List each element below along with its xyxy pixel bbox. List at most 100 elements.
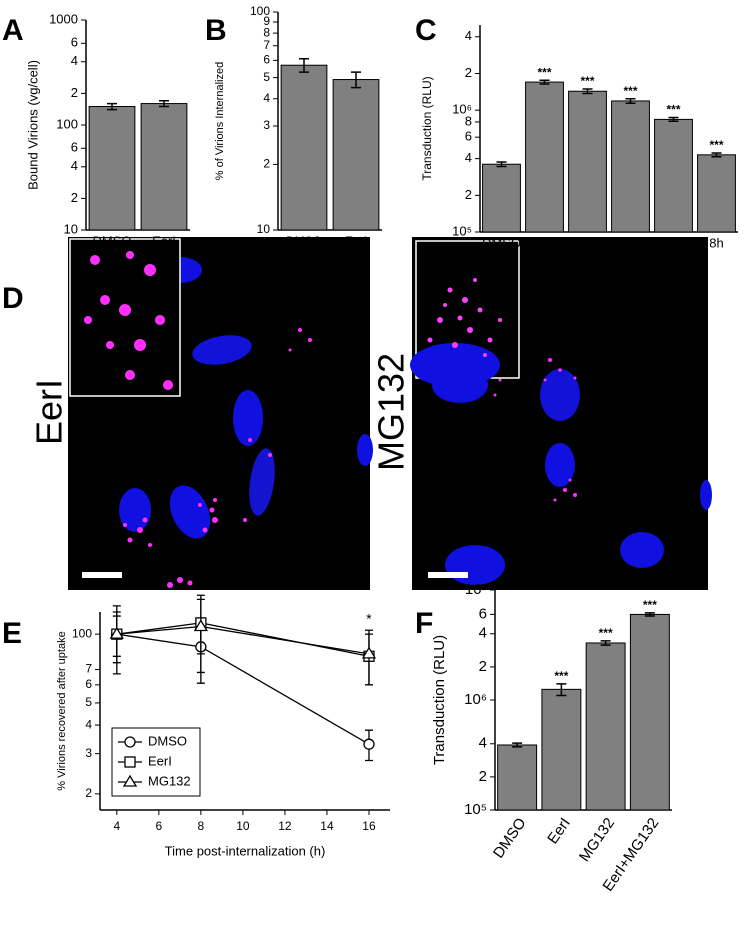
significance: ***: [709, 138, 723, 152]
y-tick-label: 1000: [49, 11, 78, 26]
y-tick-label: 10: [64, 221, 78, 236]
y-tick-label: 2: [479, 768, 487, 785]
legend-label: EerI: [148, 753, 172, 768]
bar: [585, 642, 626, 811]
y-tick-label: 4: [465, 150, 472, 165]
y-tick-label: 2: [71, 190, 78, 205]
x-tick-label: MG132: [576, 815, 618, 865]
x-tick-label: -2h: [535, 235, 554, 250]
y-axis-label: Transduction (RLU): [420, 76, 434, 180]
y-tick-label: 100: [72, 626, 92, 640]
x-tick-label: 0h: [580, 235, 594, 250]
y-tick-label: 9: [263, 14, 270, 28]
y-tick-label: 6: [71, 35, 78, 50]
x-axis-label: Time post-internalization (h): [165, 843, 326, 858]
y-tick-label: 2: [479, 658, 487, 675]
error-bar: [512, 742, 523, 748]
y-tick-label: 5: [85, 695, 92, 709]
y-tick-label: 10⁶: [452, 102, 472, 117]
significance: ***: [537, 65, 551, 79]
error-bar: [625, 98, 636, 104]
significance: ***: [643, 598, 657, 612]
bar: [88, 106, 136, 231]
significance: ***: [666, 103, 680, 117]
error-bar: [668, 116, 679, 123]
micrograph-left: [68, 237, 373, 590]
x-tick-label: EerI: [152, 233, 176, 248]
y-tick-label: 5: [263, 70, 270, 84]
error-bar: [644, 612, 655, 617]
significance: ***: [554, 669, 568, 683]
bar: [568, 90, 607, 233]
significance: ***: [599, 626, 613, 640]
bar: [280, 64, 328, 231]
bar: [629, 613, 670, 811]
significance: ***: [623, 84, 637, 98]
panel-letter: D: [2, 282, 24, 315]
legend-label: MG132: [148, 773, 191, 788]
x-tick-label: EerI: [345, 234, 367, 248]
panel-letter: F: [415, 607, 433, 640]
bar: [611, 100, 650, 233]
y-tick-label: 6: [263, 53, 270, 67]
x-tick-label: DMSO: [93, 233, 132, 248]
x-tick-label: 4: [113, 819, 120, 833]
bar: [140, 103, 188, 231]
y-tick-label: 6: [85, 677, 92, 691]
y-tick-label: 8: [465, 113, 472, 128]
y-tick-label: 7: [85, 662, 92, 676]
error-bar: [196, 594, 205, 674]
x-tick-label: EerI: [544, 815, 574, 847]
panel-letter: B: [205, 14, 227, 47]
y-tick-label: 10⁶: [464, 691, 487, 708]
y-tick-label: 10⁷: [465, 581, 487, 598]
marker: [363, 738, 375, 750]
panel-letter: A: [2, 14, 24, 47]
bar: [332, 79, 380, 231]
error-bar: [600, 640, 611, 646]
y-tick-label: 2: [71, 85, 78, 100]
y-tick-label: 2: [465, 65, 472, 80]
bar: [482, 163, 521, 233]
x-tick-label: DMSO: [482, 235, 521, 250]
micrograph-label: MG132: [371, 353, 412, 471]
marker: [109, 626, 124, 639]
y-tick-label: 2: [465, 187, 472, 202]
error-bar: [351, 71, 361, 89]
error-bar: [159, 100, 169, 108]
marker: [124, 756, 136, 768]
x-tick-label: 16: [362, 819, 376, 833]
y-tick-label: 100: [250, 4, 270, 18]
panel-letter: E: [2, 617, 22, 650]
marker: [122, 774, 138, 787]
panel-letter: C: [415, 14, 437, 47]
y-tick-label: 6: [71, 140, 78, 155]
y-tick-label: 2: [85, 786, 92, 800]
x-tick-label: 14: [320, 819, 334, 833]
y-tick-label: 4: [263, 91, 270, 105]
error-bar: [496, 161, 507, 168]
y-tick-label: 7: [263, 38, 270, 52]
micrograph-label: EerI: [29, 379, 70, 445]
y-tick-label: 100: [56, 116, 78, 131]
y-tick-label: 4: [465, 28, 472, 43]
annotation: *: [366, 611, 372, 627]
bar: [541, 688, 582, 811]
x-tick-label: 8: [198, 819, 205, 833]
x-tick-label: 6: [155, 819, 162, 833]
significance: ***: [580, 74, 594, 88]
x-tick-label: 8h: [709, 235, 723, 250]
x-tick-label: DMSO: [490, 815, 530, 862]
bar: [654, 118, 693, 233]
error-bar: [556, 683, 567, 697]
error-bar: [107, 102, 117, 111]
y-axis-label: Bound Virions (vg/cell): [25, 60, 40, 190]
x-tick-label: 12: [278, 819, 292, 833]
x-tick-label: 2h: [623, 235, 637, 250]
error-bar: [711, 152, 722, 158]
y-tick-label: 4: [479, 625, 487, 642]
marker: [361, 646, 377, 659]
y-tick-label: 3: [85, 746, 92, 760]
y-axis-label: % Virions recovered after uptake: [56, 631, 68, 790]
